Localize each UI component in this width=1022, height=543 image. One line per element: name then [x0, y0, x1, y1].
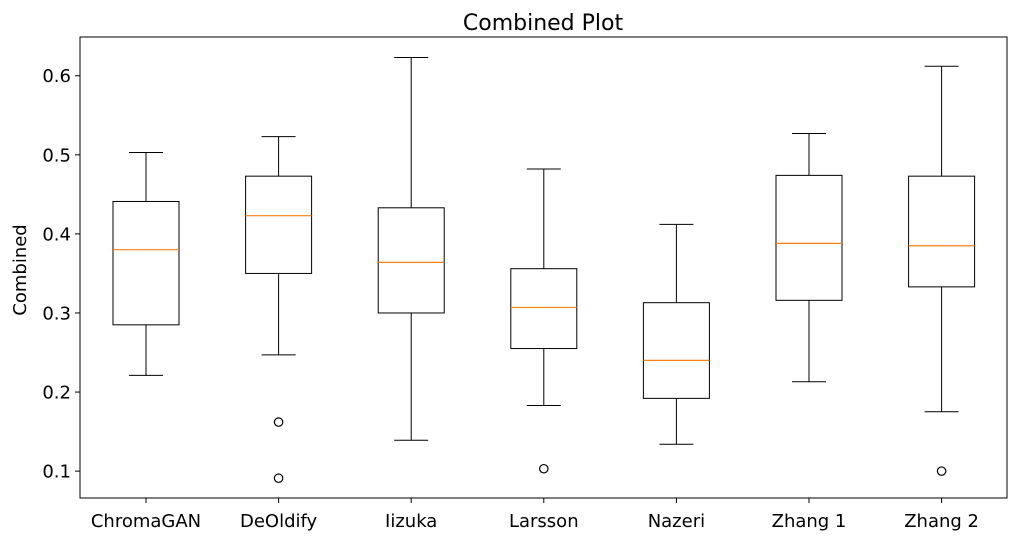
- y-tick-label: 0.1: [42, 462, 71, 483]
- chart-title: Combined Plot: [463, 11, 624, 36]
- box-group: [112, 151, 180, 376]
- y-tick-label: 0.2: [42, 383, 71, 404]
- y-tick-label: 0.5: [42, 145, 71, 166]
- box-group: [642, 223, 710, 445]
- iqr-box: [908, 175, 976, 288]
- outlier-point: [273, 417, 284, 427]
- x-tick-label: ChromaGAN: [91, 511, 201, 532]
- box-group: [510, 168, 578, 474]
- outlier-point: [936, 466, 947, 476]
- x-tick-label: Zhang 2: [904, 511, 979, 532]
- iqr-box: [112, 200, 180, 326]
- iqr-box: [245, 175, 313, 274]
- iqr-box: [377, 207, 445, 314]
- plot-frame: [79, 36, 1008, 499]
- box-group: [245, 136, 313, 484]
- x-tick-label: Zhang 1: [772, 511, 847, 532]
- box-group: [377, 57, 445, 441]
- outlier-point: [538, 463, 549, 474]
- box-group: [908, 65, 976, 476]
- box-group: [775, 132, 843, 383]
- y-tick-label: 0.6: [42, 66, 71, 87]
- y-axis-label: Combined: [10, 224, 31, 315]
- y-tick-label: 0.4: [42, 224, 71, 245]
- iqr-box: [775, 174, 843, 301]
- iqr-box: [510, 268, 578, 350]
- iqr-box: [642, 302, 710, 399]
- x-tick-label: Larsson: [509, 511, 579, 532]
- x-tick-label: Nazeri: [648, 511, 705, 532]
- y-tick-label: 0.3: [42, 303, 71, 324]
- x-tick-label: Iizuka: [385, 511, 437, 532]
- box-layer: [112, 57, 976, 484]
- axis-ticks: 0.1 0.2 0.3 0.4 0.5 0.6 ChromaGAN DeOldify Iizuk…: [42, 66, 979, 532]
- outlier-point: [273, 473, 284, 484]
- x-tick-label: DeOldify: [240, 511, 318, 532]
